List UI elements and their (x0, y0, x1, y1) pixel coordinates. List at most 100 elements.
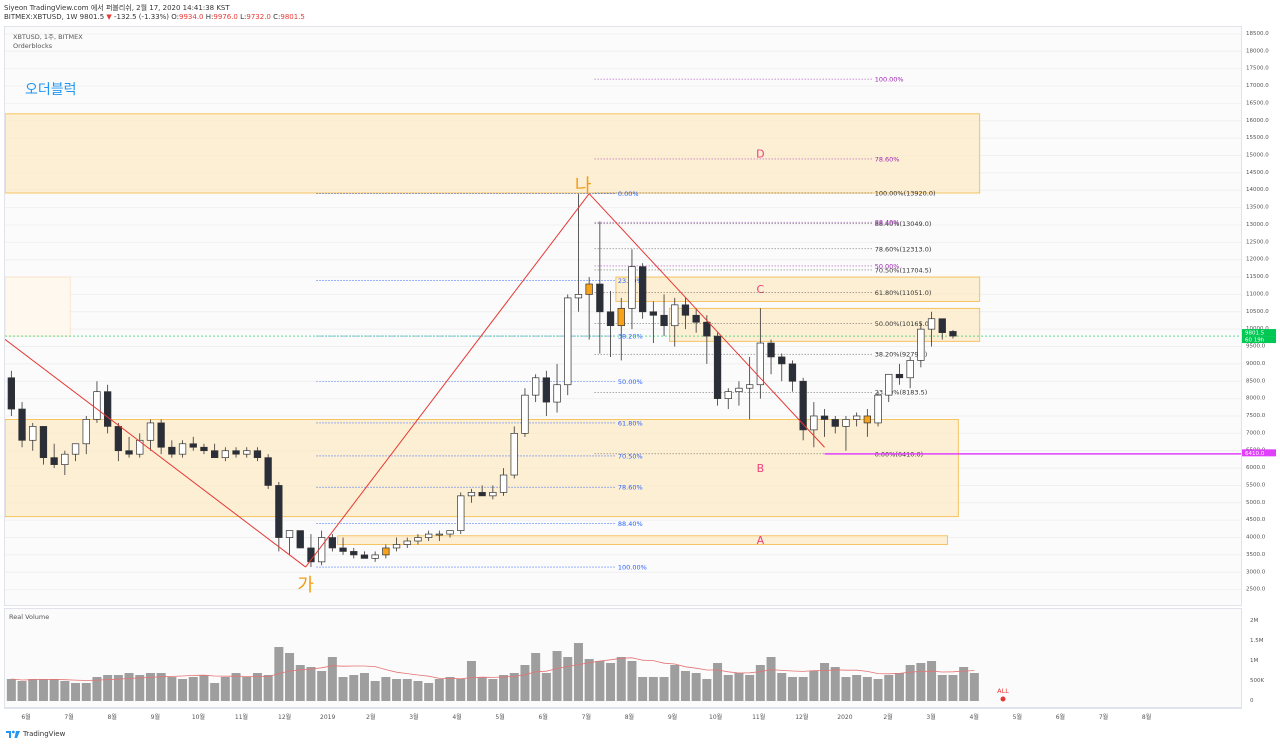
volume-axis-tick: 1M (1250, 658, 1258, 664)
legend-indicator[interactable]: Orderblocks (13, 42, 53, 50)
candle (146, 419, 155, 451)
candle-body (831, 419, 839, 427)
candle-body (457, 495, 465, 531)
volume-bar (830, 667, 840, 701)
candle (542, 370, 550, 416)
volume-bar (392, 679, 402, 701)
volume-bar (6, 679, 16, 701)
volume-pane[interactable]: ALL Real Volume (4, 608, 1242, 708)
volume-bar (691, 673, 701, 701)
fib-level-label: 50.00% (618, 378, 643, 386)
legend-symbol[interactable]: XBTUSD, 1주, BITMEX (13, 33, 83, 41)
candle-body (328, 537, 336, 549)
candle (852, 412, 861, 427)
price-axis-tick: 4000.0 (1246, 535, 1266, 541)
tradingview-brand[interactable]: TradingView (6, 729, 65, 738)
candle (200, 443, 208, 455)
candle (767, 339, 775, 375)
candle-body (778, 356, 786, 365)
volume-bar (145, 673, 155, 701)
candle (264, 454, 272, 489)
candle-body (906, 360, 914, 379)
candle-body (146, 422, 155, 441)
candle-body (510, 432, 518, 476)
candle (61, 450, 69, 476)
volume-bar (81, 683, 91, 701)
close-label: C: (273, 13, 281, 21)
candle-body (478, 492, 486, 497)
volume-bar (809, 671, 819, 701)
price-axis[interactable]: 18500.0 18000.0 17500.0 17000.0 16500.0 16000… (1242, 26, 1280, 708)
volume-bar (252, 673, 262, 701)
time-axis-label: 7월 (1099, 713, 1108, 721)
last-price: 9801.5 (79, 13, 105, 21)
volume-bar (969, 673, 979, 701)
candle-body (724, 391, 732, 399)
all-marker-dot (1000, 696, 1006, 702)
price-axis-tick: 4500.0 (1246, 517, 1266, 523)
time-axis-label: 9월 (151, 713, 160, 721)
candle-body (446, 530, 454, 535)
candle-body (788, 363, 797, 382)
price-chart-svg[interactable]: DCBA0.00%23.60%38.20%50.00%61.80%70.50%7… (5, 27, 1242, 606)
fib-ext-label: 88.40% (875, 219, 900, 227)
candle-body (553, 384, 561, 403)
candle-body (799, 380, 807, 431)
price-axis-tick: 9000.0 (1246, 361, 1266, 367)
volume-bar (424, 683, 434, 701)
price-pane[interactable]: DCBA0.00%23.60%38.20%50.00%61.80%70.50%7… (4, 26, 1242, 606)
candle (703, 315, 711, 364)
countdown-tag (1242, 336, 1276, 344)
volume-bar (60, 681, 70, 701)
tradingview-logo-icon (6, 730, 20, 738)
time-axis-label: 12월 (795, 713, 808, 721)
volume-bar (28, 679, 38, 701)
candle (285, 530, 294, 555)
candle (564, 294, 572, 396)
volume-bar (541, 673, 551, 701)
candle-body (189, 443, 197, 448)
faint-orderblock (5, 276, 71, 337)
volume-bar (627, 661, 637, 701)
volume-indicator-label[interactable]: Real Volume (9, 613, 50, 621)
volume-axis-tick: 500K (1250, 678, 1264, 684)
zigzag-label-high: 나 (575, 176, 592, 197)
candle-body (692, 314, 700, 323)
volume-bar (937, 675, 947, 701)
volume-bar (38, 679, 48, 701)
candle (82, 415, 90, 455)
time-axis-label: 6월 (539, 713, 548, 721)
volume-bar (306, 667, 316, 701)
candle (275, 481, 283, 552)
volume-bar (755, 665, 765, 701)
price-axis-tick: 17000.0 (1246, 83, 1269, 89)
candle (478, 485, 486, 497)
price-axis-tick: 3000.0 (1246, 569, 1266, 575)
price-axis-svg[interactable]: 18500.0 18000.0 17500.0 17000.0 16500.0 16000… (1242, 26, 1280, 708)
candle (692, 308, 700, 333)
candle-body (810, 415, 818, 431)
fib2-level-label: 61.80%(11051.0) (875, 289, 932, 297)
candle (71, 443, 80, 462)
volume-chart-svg[interactable]: ALL (5, 609, 1242, 708)
candle-body (713, 335, 722, 399)
candle-body (382, 547, 390, 556)
time-axis[interactable]: 6월 7월 8월 9월 10월 11월 12월 2019 2월 3월 4월 5월 6월 7월 8월 9월 10월… (4, 708, 1242, 725)
candle-body (820, 415, 829, 420)
volume-bar (103, 675, 113, 701)
candle-body (917, 328, 925, 361)
time-axis-svg[interactable]: 6월 7월 8월 9월 10월 11월 12월 2019 2월 3월 4월 5월 6월 7월 8월 9월 10월… (4, 709, 1242, 725)
price-axis-tick: 9500.0 (1246, 344, 1266, 350)
orderblock-label-b: B (757, 462, 765, 475)
volume-bar (71, 683, 81, 701)
open-value: 9934.0 (179, 13, 204, 21)
volume-bar (894, 673, 904, 701)
candle (446, 530, 454, 538)
candle (788, 360, 797, 392)
candle-body (756, 342, 764, 386)
volume-bar (92, 677, 102, 701)
candle (457, 492, 465, 535)
fib-level-label: 70.50% (618, 452, 643, 460)
candle (157, 419, 165, 455)
time-axis-label: 6월 (21, 713, 30, 721)
